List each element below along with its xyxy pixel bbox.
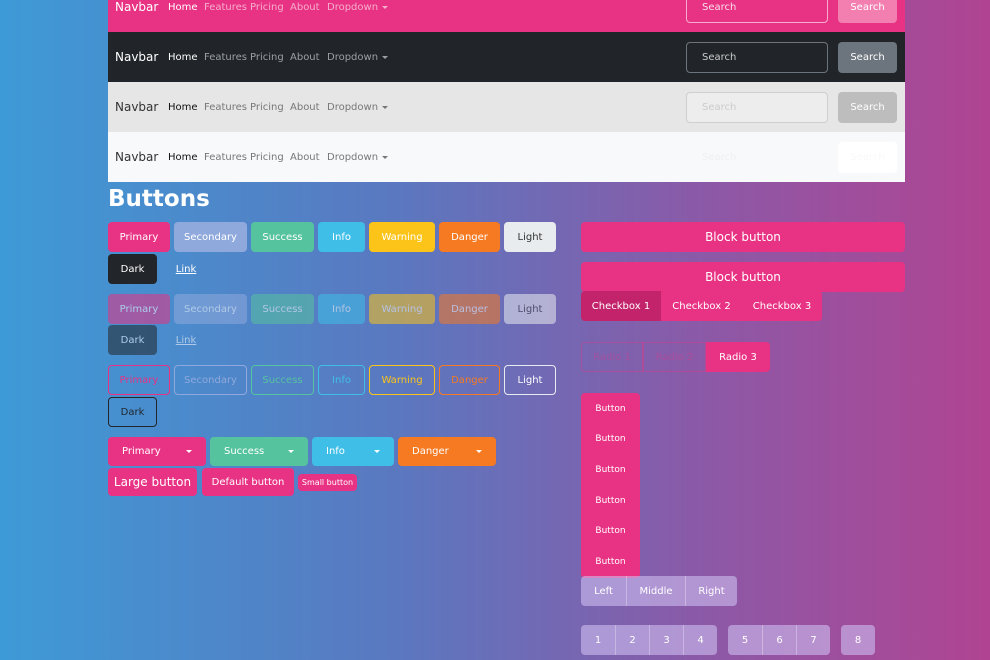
button[interactable]: Danger — [439, 222, 500, 252]
nav-link[interactable]: Pricing — [250, 51, 284, 63]
button: Light — [504, 294, 556, 324]
search-button[interactable]: Search — [838, 0, 897, 23]
button[interactable]: Light — [504, 365, 556, 395]
button: Primary — [108, 294, 170, 324]
vertical-button[interactable]: Button — [581, 546, 640, 578]
search-input[interactable]: Search — [686, 42, 828, 73]
button[interactable]: Secondary — [174, 365, 247, 395]
nav-link[interactable]: Home — [168, 1, 198, 13]
vertical-button[interactable]: Button — [581, 515, 640, 547]
button: Secondary — [174, 294, 247, 324]
group-button[interactable]: Middle — [626, 576, 685, 606]
group-button[interactable]: Left — [581, 576, 626, 606]
search-input[interactable]: Search — [686, 142, 828, 173]
nav-link[interactable]: Features — [204, 101, 247, 113]
dropdown-button[interactable]: Info — [312, 437, 394, 466]
button[interactable]: Default button — [202, 468, 294, 496]
page-button[interactable]: 7 — [796, 625, 830, 655]
nav-link[interactable]: Home — [168, 151, 198, 163]
block-button[interactable]: Block button — [581, 222, 905, 252]
button[interactable]: Light — [504, 222, 556, 252]
nav-link[interactable]: Pricing — [250, 1, 284, 13]
button: Success — [251, 294, 314, 324]
button: Info — [318, 294, 365, 324]
button[interactable]: Warning — [369, 222, 435, 252]
nav-link[interactable]: Dropdown — [327, 0, 383, 32]
button[interactable]: Small button — [298, 474, 357, 491]
page-button[interactable]: 5 — [728, 625, 762, 655]
page-button[interactable]: 2 — [615, 625, 649, 655]
nav-link[interactable]: Home — [168, 51, 198, 63]
nav-link[interactable]: Pricing — [250, 101, 284, 113]
dropdown-button[interactable]: Success — [210, 437, 308, 466]
button[interactable]: Danger — [439, 365, 500, 395]
page-button[interactable]: 8 — [841, 625, 875, 655]
page-button[interactable]: 3 — [649, 625, 683, 655]
checkbox-button[interactable]: Checkbox 1 — [581, 291, 661, 321]
button[interactable]: Dark — [108, 254, 157, 284]
button[interactable]: Secondary — [174, 222, 247, 252]
page-button[interactable]: 1 — [581, 625, 615, 655]
vertical-button[interactable]: Button — [581, 454, 640, 486]
button[interactable]: Warning — [369, 365, 435, 395]
dropdown-button[interactable]: Primary — [108, 437, 206, 466]
button: Danger — [439, 294, 500, 324]
navbar-brand[interactable]: Navbar — [115, 50, 159, 64]
nav-link[interactable]: About — [290, 51, 320, 63]
page-button[interactable]: 4 — [683, 625, 717, 655]
button[interactable]: Primary — [108, 365, 170, 395]
search-button[interactable]: Search — [838, 92, 897, 123]
search-input[interactable]: Search — [686, 0, 828, 23]
nav-link[interactable]: About — [290, 1, 320, 13]
block-button[interactable]: Block button — [581, 262, 905, 292]
nav-link[interactable]: Dropdown — [327, 132, 383, 182]
nav-link[interactable]: Dropdown — [327, 82, 383, 132]
checkbox-button[interactable]: Checkbox 2 — [661, 291, 742, 321]
nav-link[interactable]: Dropdown — [327, 32, 383, 82]
button: Dark — [108, 325, 157, 355]
button[interactable]: Primary — [108, 222, 170, 252]
dropdown-button[interactable]: Danger — [398, 437, 496, 466]
button[interactable]: Info — [318, 365, 365, 395]
search-button[interactable]: Search — [838, 42, 897, 73]
page-button[interactable]: 6 — [762, 625, 796, 655]
button[interactable]: Link — [175, 263, 197, 275]
nav-link[interactable]: Home — [168, 101, 198, 113]
button: Link — [175, 334, 197, 346]
radio-button[interactable]: Radio 1 — [581, 342, 643, 372]
search-input[interactable]: Search — [686, 92, 828, 123]
vertical-button[interactable]: Button — [581, 423, 640, 455]
button[interactable]: Success — [251, 365, 314, 395]
vertical-button[interactable]: Button — [581, 393, 640, 424]
button[interactable]: Dark — [108, 397, 157, 427]
nav-link[interactable]: Features — [204, 1, 247, 13]
radio-button[interactable]: Radio 3 — [706, 342, 770, 372]
navbar-brand[interactable]: Navbar — [115, 150, 159, 164]
navbar-brand[interactable]: Navbar — [115, 100, 159, 114]
search-button[interactable]: Search — [838, 142, 897, 173]
button[interactable]: Success — [251, 222, 314, 252]
navbar-brand[interactable]: Navbar — [115, 0, 159, 14]
nav-link[interactable]: Pricing — [250, 151, 284, 163]
section-title: Buttons — [108, 186, 210, 212]
button[interactable]: Large button — [108, 468, 197, 496]
nav-link[interactable]: About — [290, 101, 320, 113]
button: Warning — [369, 294, 435, 324]
group-button[interactable]: Right — [685, 576, 737, 606]
radio-button[interactable]: Radio 2 — [643, 342, 706, 372]
button[interactable]: Info — [318, 222, 365, 252]
checkbox-button[interactable]: Checkbox 3 — [742, 291, 822, 321]
nav-link[interactable]: About — [290, 151, 320, 163]
nav-link[interactable]: Features — [204, 151, 247, 163]
vertical-button[interactable]: Button — [581, 485, 640, 517]
nav-link[interactable]: Features — [204, 51, 247, 63]
